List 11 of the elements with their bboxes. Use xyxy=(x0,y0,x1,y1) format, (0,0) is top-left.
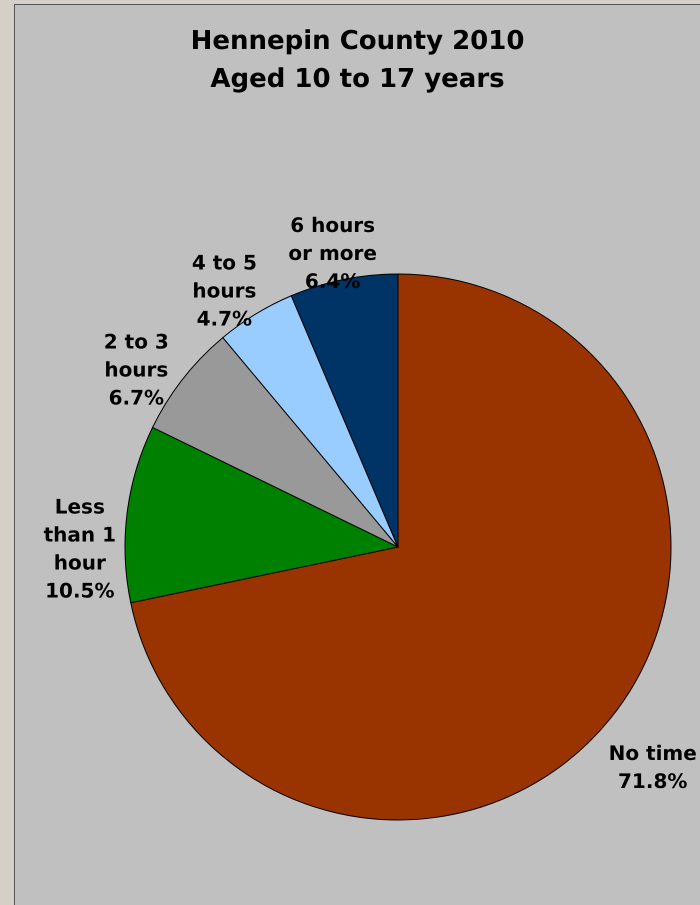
slice-label: 6 hours or more xyxy=(288,213,377,266)
slice-label: 2 to 3 hours xyxy=(104,329,169,382)
data-label: 6.4% xyxy=(304,269,360,294)
slice-label: 4 to 5 hours xyxy=(192,250,257,302)
chart-title: Hennepin County 2010 Aged 10 to 17 years xyxy=(190,26,524,94)
data-label: 6.7% xyxy=(108,385,164,410)
slice-label: Less than 1 hour xyxy=(44,494,116,574)
slice-label: No time xyxy=(608,741,697,766)
data-label: 71.8% xyxy=(618,769,688,794)
data-label: 10.5% xyxy=(45,578,115,602)
data-label: 4.7% xyxy=(196,306,252,330)
